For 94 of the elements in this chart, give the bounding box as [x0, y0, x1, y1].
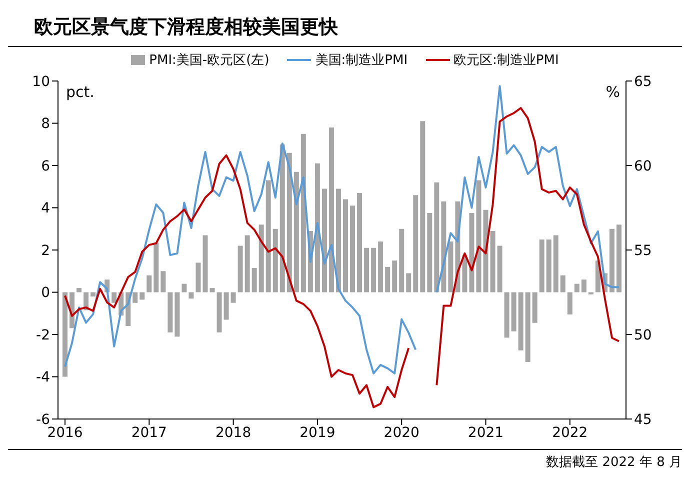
- bar: [364, 248, 370, 292]
- bar: [357, 192, 362, 292]
- x-tick-label: 2017: [131, 424, 167, 441]
- bar: [581, 280, 586, 292]
- bar: [230, 292, 236, 303]
- x-tick-label: 2019: [300, 424, 336, 441]
- bar: [210, 288, 215, 292]
- bar: [406, 273, 412, 292]
- legend-label: 美国:制造业PMI: [315, 52, 408, 69]
- bar: [272, 228, 278, 292]
- bar: [132, 292, 138, 303]
- bar: [378, 242, 384, 292]
- bar: [518, 292, 524, 350]
- bar: [294, 172, 299, 292]
- y2-tick-label: 65: [634, 74, 652, 90]
- bar: [238, 246, 243, 292]
- y-tick-label: -4: [36, 370, 50, 386]
- y-axis-title: pct.: [66, 83, 94, 101]
- bar: [168, 292, 173, 332]
- bar: [469, 213, 474, 292]
- bar: [258, 224, 264, 292]
- bar: [216, 292, 222, 332]
- text: 数据截至 2022 年 8 月: [546, 454, 682, 471]
- bar: [328, 127, 334, 292]
- bar: [146, 275, 152, 292]
- bar: [532, 292, 538, 323]
- bar: [420, 121, 426, 292]
- bar: [244, 235, 250, 292]
- bar: [174, 292, 180, 337]
- bar: [539, 239, 544, 292]
- x-tick-label: 2022: [552, 424, 588, 441]
- bar: [140, 292, 145, 300]
- bar: [202, 235, 208, 292]
- y2-tick-label: 45: [634, 412, 652, 428]
- bar: [427, 213, 432, 292]
- bar: [112, 292, 117, 303]
- bar: [280, 144, 285, 292]
- y2-tick-label: 55: [634, 242, 652, 259]
- bar: [154, 242, 159, 292]
- bar: [483, 210, 488, 292]
- bar: [609, 228, 614, 292]
- bar: [504, 292, 510, 338]
- bar: [560, 275, 566, 292]
- y-tick-label: -2: [36, 327, 50, 344]
- bar: [399, 228, 404, 292]
- bar: [343, 199, 348, 292]
- x-tick-label: 2021: [468, 424, 504, 441]
- bar: [188, 292, 194, 299]
- bar: [413, 195, 418, 292]
- bar: [497, 246, 502, 292]
- y-tick-label: 10: [32, 74, 50, 90]
- y-tick-label: 2: [41, 242, 50, 259]
- bar: [385, 266, 390, 292]
- bar: [371, 248, 376, 292]
- bar: [76, 288, 82, 292]
- bar: [525, 292, 530, 362]
- bar: [553, 235, 558, 292]
- bar: [62, 292, 68, 377]
- bar: [266, 180, 271, 292]
- bar: [462, 255, 468, 292]
- bar: [300, 134, 306, 292]
- y-tick-label: 4: [41, 200, 50, 217]
- bar: [314, 163, 320, 292]
- bar: [574, 284, 580, 292]
- y2-axis-title: %: [606, 83, 620, 101]
- y-tick-label: 8: [41, 116, 50, 132]
- y2-tick-label: 50: [634, 327, 652, 344]
- bar: [252, 268, 257, 292]
- bar: [392, 260, 398, 292]
- bar: [616, 224, 622, 292]
- bar: [546, 239, 552, 292]
- legend-label: PMI:美国-欧元区(左): [149, 52, 270, 69]
- y2-tick-label: 60: [634, 158, 652, 174]
- chart-title: 欧元区景气度下滑程度相较美国更快: [8, 8, 682, 47]
- bar: [441, 201, 446, 292]
- bar: [336, 188, 341, 292]
- bar: [476, 180, 482, 292]
- legend-label: 欧元区:制造业PMI: [454, 52, 559, 69]
- bar: [182, 284, 187, 292]
- bar: [567, 292, 572, 314]
- bar: [490, 230, 496, 292]
- bar: [90, 292, 96, 296]
- x-tick-label: 2018: [215, 424, 252, 441]
- bar: [322, 188, 327, 292]
- y-tick-label: 0: [41, 285, 50, 302]
- bar: [434, 182, 440, 292]
- x-tick-label: 2020: [384, 424, 420, 441]
- bar: [160, 271, 166, 292]
- bar: [196, 262, 201, 292]
- bar: [448, 242, 454, 292]
- bar: [224, 292, 229, 320]
- bar: [511, 292, 516, 332]
- bar: [350, 206, 356, 292]
- y-tick-label: 6: [41, 158, 50, 174]
